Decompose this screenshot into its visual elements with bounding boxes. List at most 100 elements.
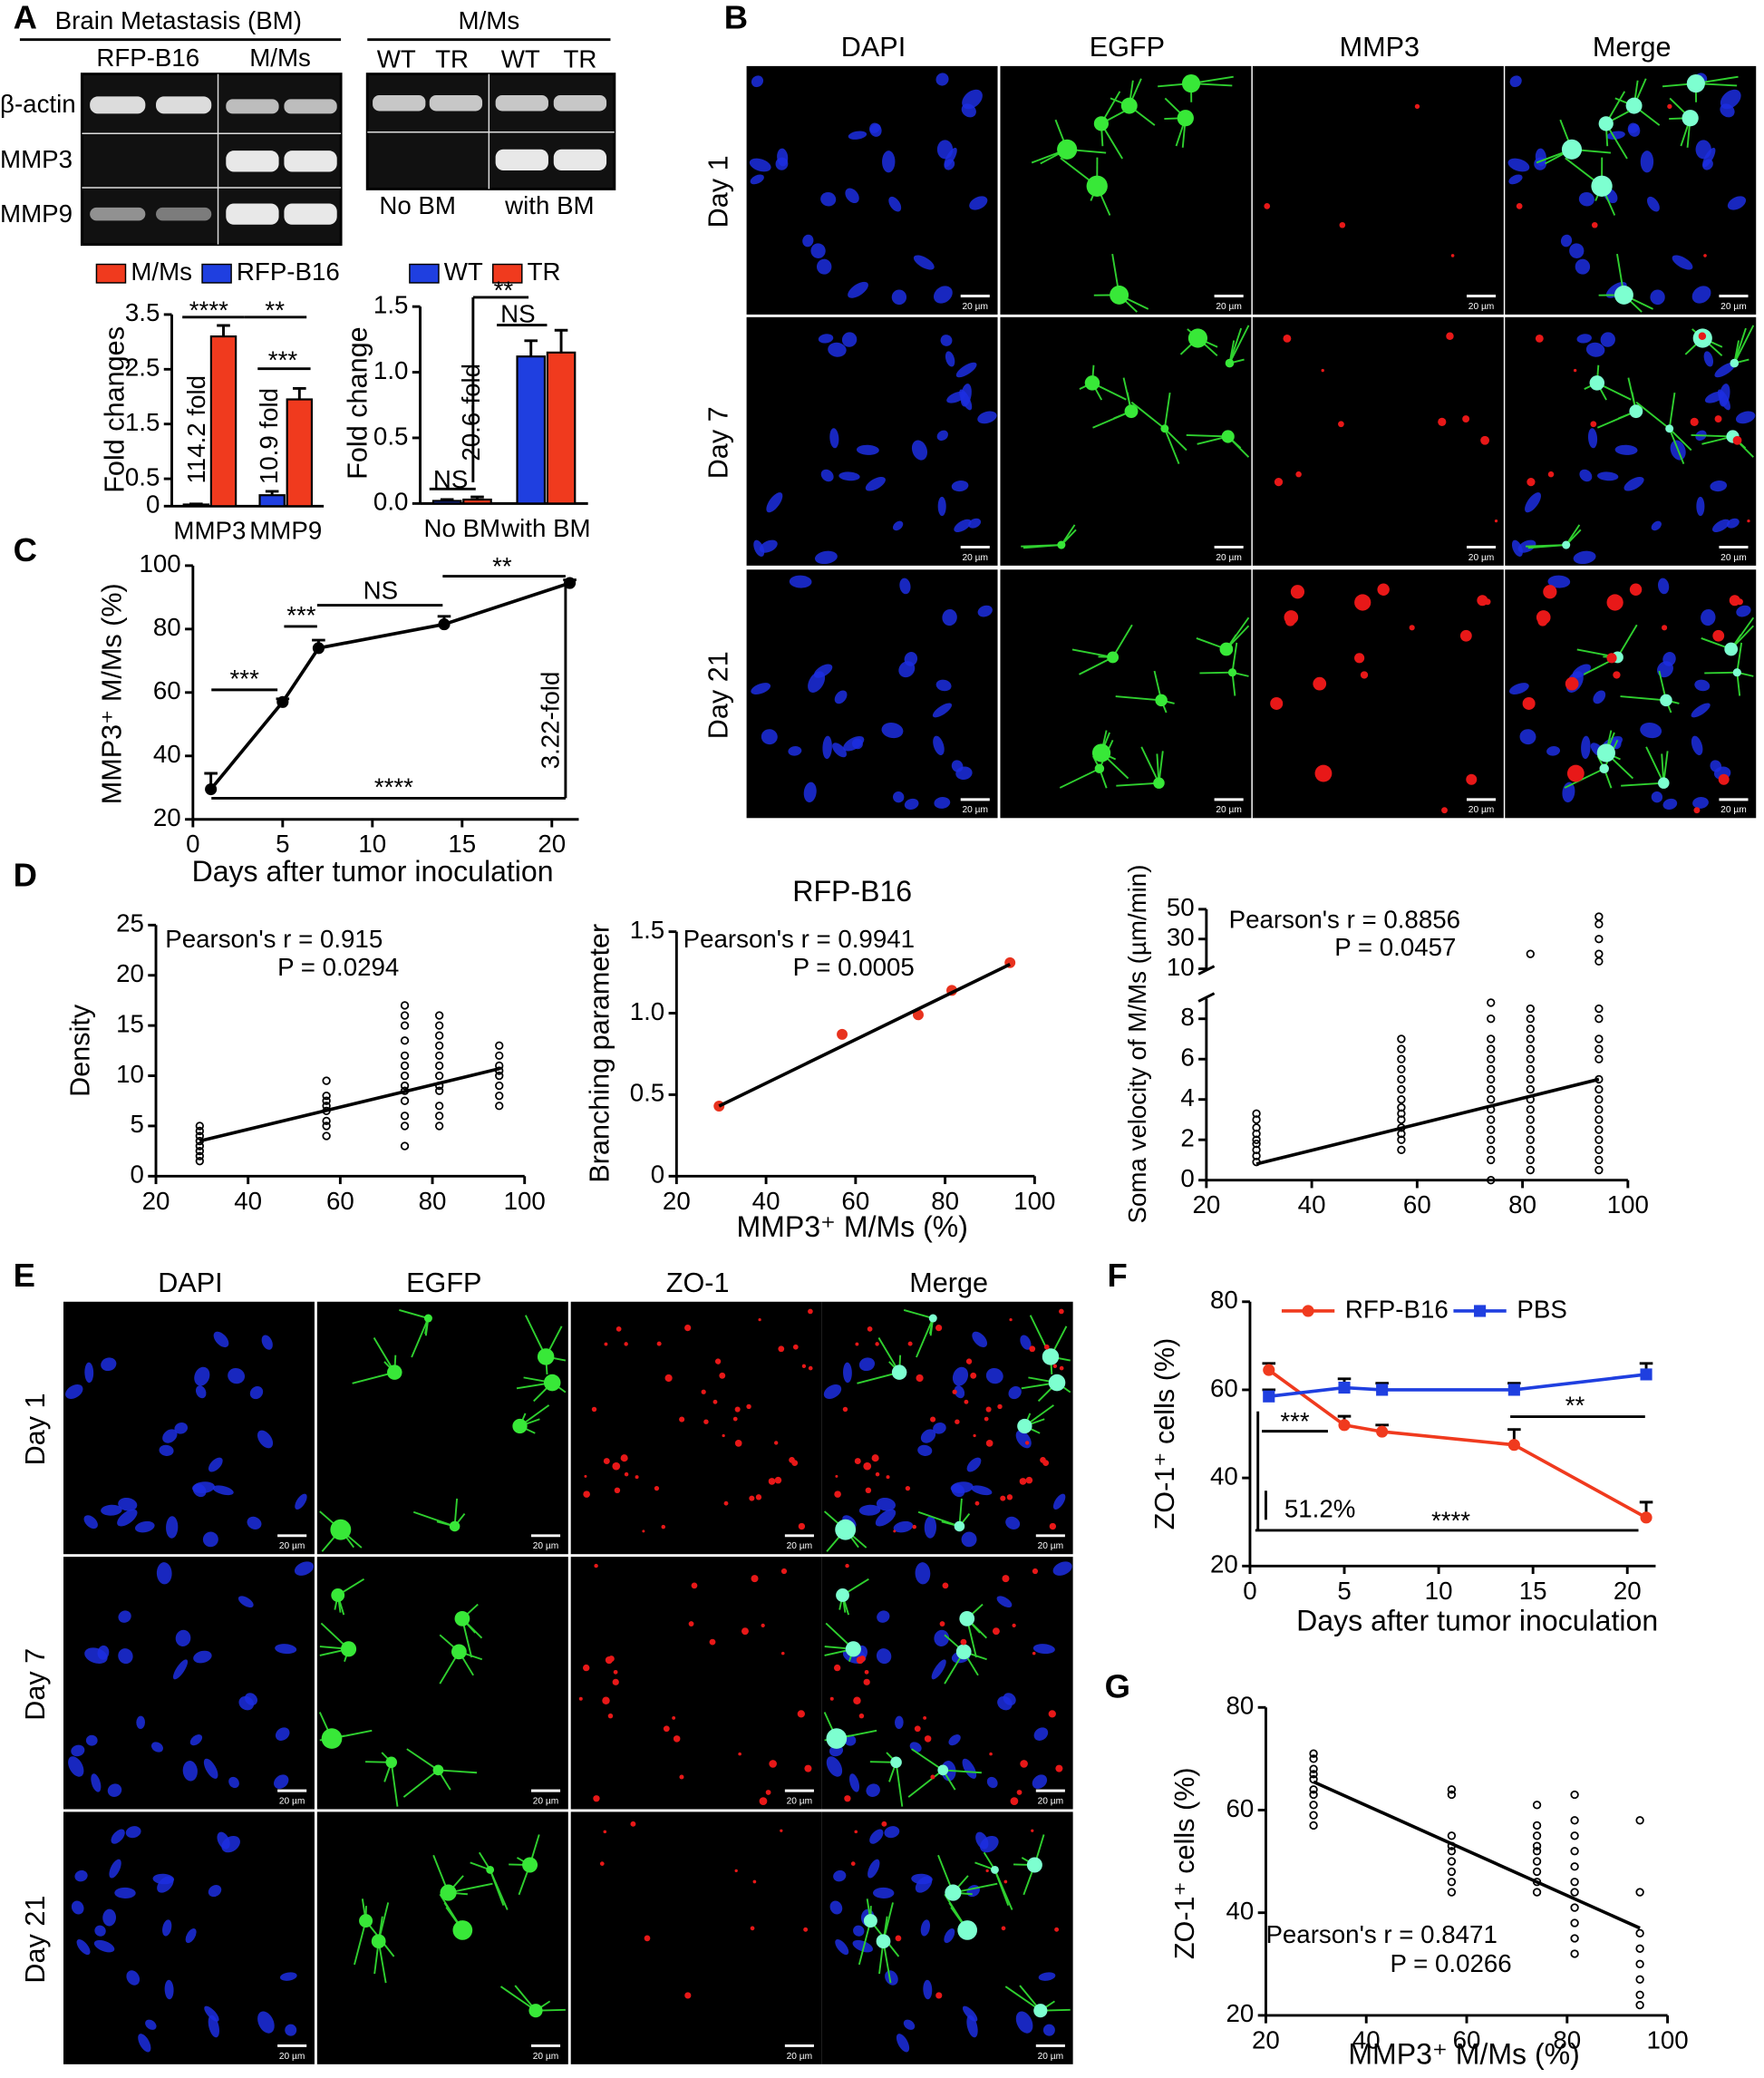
cell-body (486, 1865, 495, 1874)
signal (923, 1716, 927, 1720)
gel-lane: TR (563, 44, 596, 73)
micrograph: 20 µm (821, 1811, 1073, 2064)
cell-body (1629, 404, 1643, 419)
signal (642, 1529, 645, 1533)
error-bar (189, 502, 203, 506)
signal (989, 1752, 993, 1756)
y-tick-label: 1.5 (373, 290, 409, 318)
signal (768, 1478, 776, 1485)
data-point (1635, 1888, 1644, 1897)
data-point (1570, 1918, 1579, 1927)
y-axis-label: Density (64, 1004, 95, 1097)
nucleus (826, 1756, 843, 1777)
cell-body (537, 1348, 555, 1365)
signal (1522, 696, 1536, 710)
gel-lane: WT (501, 44, 540, 73)
signal (774, 1476, 782, 1484)
signal (741, 1627, 749, 1636)
signal (663, 1725, 670, 1733)
annotation: NS (500, 300, 535, 328)
nucleus (107, 1783, 122, 1797)
signal (734, 1869, 738, 1873)
signal (761, 1623, 765, 1627)
process (1116, 782, 1159, 787)
annotation: *** (230, 665, 260, 693)
data-point (1507, 1384, 1520, 1396)
nucleus (172, 1659, 189, 1680)
nucleus (899, 578, 911, 595)
nucleus (1694, 679, 1711, 692)
signal (804, 1764, 812, 1772)
micrograph-background (316, 1557, 568, 1810)
panel-letter: D (14, 857, 37, 894)
y-tick-label: 20 (116, 959, 144, 987)
nucleus (937, 496, 946, 517)
x-tick-label: 80 (931, 1187, 959, 1215)
data-point (1526, 1165, 1535, 1175)
data-point (1594, 1125, 1604, 1134)
nucleus (759, 539, 778, 553)
nucleus (869, 1829, 884, 1844)
signal (654, 1486, 660, 1491)
nucleus (853, 1925, 865, 1937)
nucleus (212, 1485, 234, 1496)
signal (1024, 1441, 1030, 1445)
signal (1042, 1460, 1050, 1466)
x-tick-label: 20 (663, 1187, 691, 1215)
cell-body (1093, 116, 1109, 131)
process (1021, 544, 1061, 548)
signal (1016, 1790, 1023, 1795)
fit-line (718, 962, 1011, 1108)
signal (664, 1374, 673, 1383)
nucleus (185, 1928, 197, 1944)
data-point (1487, 1095, 1496, 1104)
signal (1565, 676, 1579, 691)
data-point (1263, 1364, 1275, 1376)
x-axis-label: Days after tumor inoculation (192, 855, 554, 888)
signal (709, 1638, 716, 1646)
nucleus (962, 2005, 978, 2022)
column-header: DAPI (841, 32, 906, 63)
signal (594, 1563, 598, 1568)
error-bar (554, 328, 568, 353)
nucleus (828, 342, 847, 357)
nucleus (813, 664, 833, 678)
gel-left: Brain Metastasis (BM) RFP-B16 M/Ms β-act… (0, 6, 343, 247)
nucleus (951, 480, 969, 492)
data-point (1447, 1888, 1457, 1897)
signal (803, 1927, 809, 1932)
signal (881, 1821, 887, 1827)
signal (1613, 671, 1621, 679)
nucleus (843, 1362, 852, 1384)
cell-body (1048, 1374, 1066, 1392)
nucleus (885, 1970, 898, 1986)
nucleus (261, 1335, 273, 1350)
row-header: Day 7 (703, 406, 734, 479)
micrograph-background (570, 1301, 822, 1555)
signal (1003, 1879, 1008, 1884)
signal (673, 1735, 681, 1743)
nucleus (204, 2005, 219, 2022)
signal (591, 1406, 597, 1413)
signal (679, 1774, 684, 1780)
nucleus (858, 1357, 876, 1372)
cell-body (385, 1756, 398, 1769)
nucleus (74, 1869, 88, 1882)
band (156, 96, 212, 114)
signal (1547, 471, 1555, 478)
process (1691, 434, 1733, 438)
x-tick-label: 80 (419, 1187, 447, 1215)
signal (964, 1399, 969, 1404)
bar (462, 498, 492, 505)
nucleus (102, 1908, 117, 1927)
data-point (1594, 912, 1604, 921)
fit-line (199, 1066, 500, 1143)
process (1526, 544, 1566, 548)
nucleus (114, 1887, 136, 1898)
x-tick-label: 20 (538, 830, 566, 858)
nucleus (249, 1385, 264, 1400)
data-point (195, 1141, 204, 1151)
annotation: P = 0.0457 (1334, 933, 1456, 961)
data-point (1594, 1105, 1604, 1114)
data-point (1594, 1044, 1604, 1054)
